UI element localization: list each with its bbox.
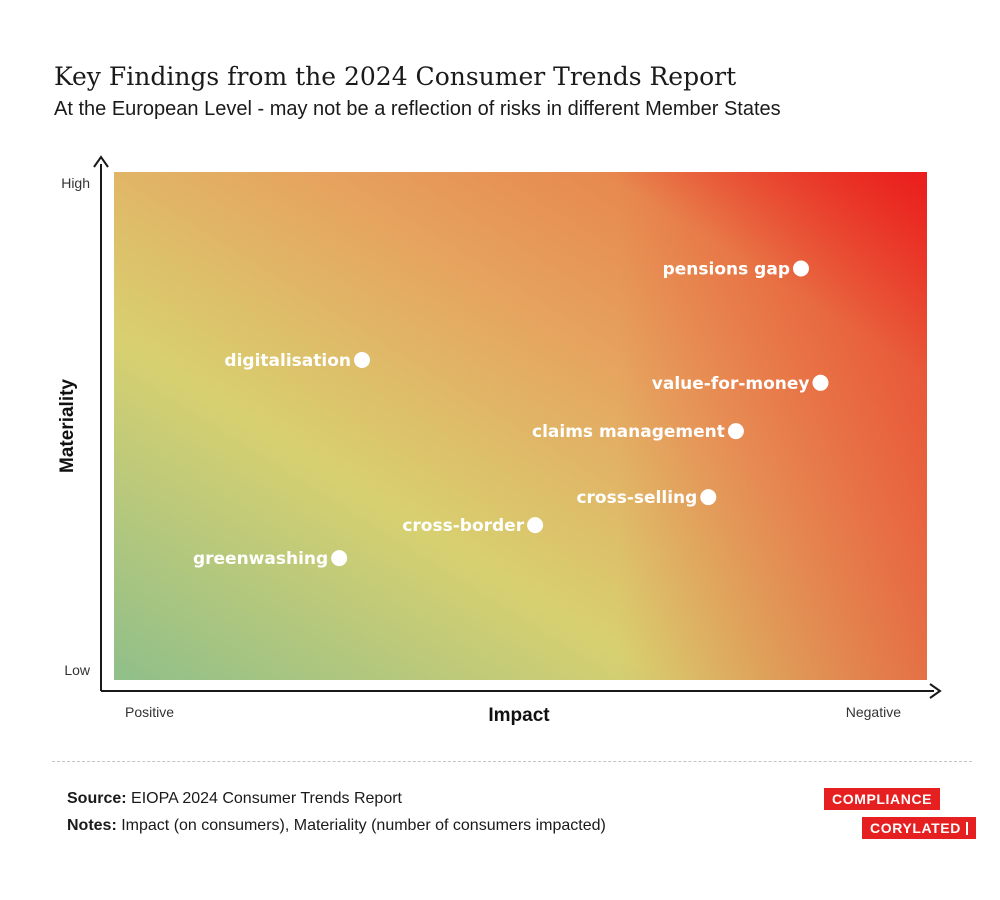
x-tick-negative: Negative [846, 704, 901, 720]
logo-corylated: CORYLATED [862, 817, 976, 839]
data-point-value-for-money [812, 374, 829, 391]
logo-cursor-icon [965, 822, 968, 835]
data-points: pensions gap digitalisation value-for-mone… [193, 260, 829, 569]
data-point-label-cross-border: cross-border [402, 516, 524, 536]
data-point-cross-selling [700, 489, 717, 506]
data-point-label-cross-selling: cross-selling [576, 488, 697, 508]
data-point-pensions-gap [793, 260, 809, 277]
chart-title: Key Findings from the 2024 Consumer Tren… [54, 62, 737, 91]
source-label: Source: [67, 790, 127, 807]
data-point-claims-management [727, 423, 744, 440]
data-point-label-digitalisation: digitalisation [224, 351, 351, 371]
plot-background-red-overlay [114, 172, 927, 680]
data-point-cross-border [527, 517, 544, 534]
notes-label: Notes: [67, 817, 117, 834]
data-point-label-value-for-money: value-for-money [652, 374, 810, 394]
y-axis-title: Materiality [57, 379, 78, 473]
y-tick-low: Low [64, 662, 91, 678]
y-tick-high: High [61, 175, 90, 191]
source-text: EIOPA 2024 Consumer Trends Report [131, 790, 402, 807]
x-axis-arrow [929, 683, 942, 699]
x-tick-positive: Positive [125, 704, 174, 720]
logo-corylated-text: CORYLATED [870, 820, 961, 836]
scatter-chart: High Low Positive Negative Impact Materi… [57, 155, 942, 726]
y-axis-arrow [93, 155, 109, 168]
data-point-label-claims-management: claims management [532, 422, 725, 442]
x-axis-title: Impact [488, 705, 550, 726]
footer-divider [52, 761, 972, 762]
source-line: Source: EIOPA 2024 Consumer Trends Repor… [67, 790, 402, 808]
data-point-label-pensions-gap: pensions gap [663, 260, 790, 280]
data-point-greenwashing [331, 550, 348, 567]
notes-text: Impact (on consumers), Materiality (numb… [121, 817, 606, 834]
logo-compliance: COMPLIANCE [824, 788, 941, 810]
data-point-label-greenwashing: greenwashing [193, 549, 328, 569]
notes-line: Notes: Impact (on consumers), Materialit… [67, 817, 606, 835]
data-point-digitalisation [354, 352, 370, 368]
chart-subtitle: At the European Level - may not be a ref… [54, 98, 781, 120]
